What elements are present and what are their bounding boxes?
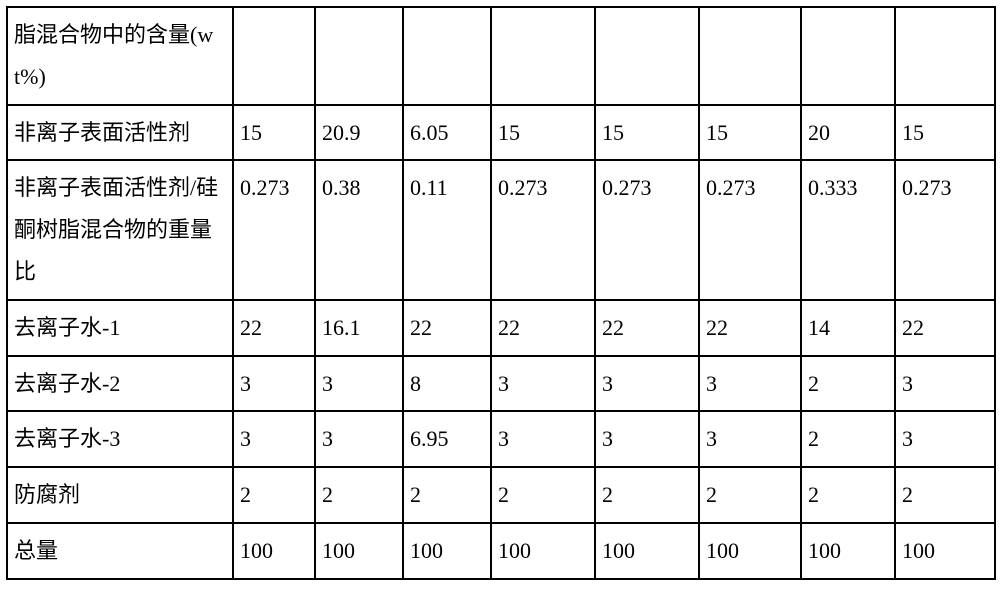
cell: 0.273 [895, 160, 995, 299]
cell: 0.11 [403, 160, 491, 299]
composition-table: 脂混合物中的含量(wt%) 非离子表面活性剂 15 20.9 6.05 15 1… [6, 6, 996, 580]
row-label: 去离子水-3 [7, 411, 233, 467]
cell [315, 7, 403, 105]
row-label: 防腐剂 [7, 467, 233, 523]
cell: 22 [699, 300, 801, 356]
cell: 100 [233, 523, 315, 579]
cell: 3 [233, 356, 315, 412]
cell: 100 [699, 523, 801, 579]
cell [699, 7, 801, 105]
cell: 22 [595, 300, 699, 356]
cell: 3 [699, 356, 801, 412]
cell: 2 [403, 467, 491, 523]
cell: 3 [595, 411, 699, 467]
cell: 2 [801, 467, 895, 523]
cell: 20 [801, 105, 895, 161]
cell: 2 [315, 467, 403, 523]
table-row: 非离子表面活性剂/硅酮树脂混合物的重量比 0.273 0.38 0.11 0.2… [7, 160, 995, 299]
cell: 16.1 [315, 300, 403, 356]
cell: 100 [895, 523, 995, 579]
table-row: 去离子水-1 22 16.1 22 22 22 22 14 22 [7, 300, 995, 356]
cell: 3 [491, 411, 595, 467]
row-label: 去离子水-2 [7, 356, 233, 412]
cell: 3 [315, 411, 403, 467]
table-row: 去离子水-3 3 3 6.95 3 3 3 2 3 [7, 411, 995, 467]
table-row: 非离子表面活性剂 15 20.9 6.05 15 15 15 20 15 [7, 105, 995, 161]
cell: 15 [895, 105, 995, 161]
cell: 20.9 [315, 105, 403, 161]
cell: 100 [801, 523, 895, 579]
cell [801, 7, 895, 105]
cell: 2 [801, 411, 895, 467]
cell: 22 [233, 300, 315, 356]
cell: 100 [595, 523, 699, 579]
row-label: 脂混合物中的含量(wt%) [7, 7, 233, 105]
cell: 3 [315, 356, 403, 412]
row-label: 非离子表面活性剂/硅酮树脂混合物的重量比 [7, 160, 233, 299]
cell: 22 [403, 300, 491, 356]
cell: 22 [895, 300, 995, 356]
table-body: 脂混合物中的含量(wt%) 非离子表面活性剂 15 20.9 6.05 15 1… [7, 7, 995, 579]
cell: 15 [491, 105, 595, 161]
cell: 2 [699, 467, 801, 523]
cell [491, 7, 595, 105]
cell: 15 [699, 105, 801, 161]
cell: 6.95 [403, 411, 491, 467]
cell: 22 [491, 300, 595, 356]
table-row: 防腐剂 2 2 2 2 2 2 2 2 [7, 467, 995, 523]
cell: 2 [895, 467, 995, 523]
cell: 100 [315, 523, 403, 579]
cell: 3 [491, 356, 595, 412]
row-label: 去离子水-1 [7, 300, 233, 356]
cell: 0.273 [699, 160, 801, 299]
page: 脂混合物中的含量(wt%) 非离子表面活性剂 15 20.9 6.05 15 1… [0, 0, 1000, 586]
cell: 15 [595, 105, 699, 161]
cell: 15 [233, 105, 315, 161]
cell: 3 [895, 356, 995, 412]
row-label: 非离子表面活性剂 [7, 105, 233, 161]
cell: 3 [895, 411, 995, 467]
cell: 3 [233, 411, 315, 467]
cell: 3 [595, 356, 699, 412]
table-row: 去离子水-2 3 3 8 3 3 3 2 3 [7, 356, 995, 412]
cell: 2 [801, 356, 895, 412]
cell: 8 [403, 356, 491, 412]
row-label: 总量 [7, 523, 233, 579]
cell: 2 [233, 467, 315, 523]
cell: 100 [403, 523, 491, 579]
table-row: 总量 100 100 100 100 100 100 100 100 [7, 523, 995, 579]
cell: 14 [801, 300, 895, 356]
cell: 0.273 [491, 160, 595, 299]
cell: 100 [491, 523, 595, 579]
cell [233, 7, 315, 105]
cell [895, 7, 995, 105]
cell: 2 [595, 467, 699, 523]
cell: 6.05 [403, 105, 491, 161]
cell: 3 [699, 411, 801, 467]
cell [403, 7, 491, 105]
cell: 0.333 [801, 160, 895, 299]
cell: 0.273 [233, 160, 315, 299]
cell [595, 7, 699, 105]
cell: 0.38 [315, 160, 403, 299]
cell: 2 [491, 467, 595, 523]
table-row: 脂混合物中的含量(wt%) [7, 7, 995, 105]
cell: 0.273 [595, 160, 699, 299]
